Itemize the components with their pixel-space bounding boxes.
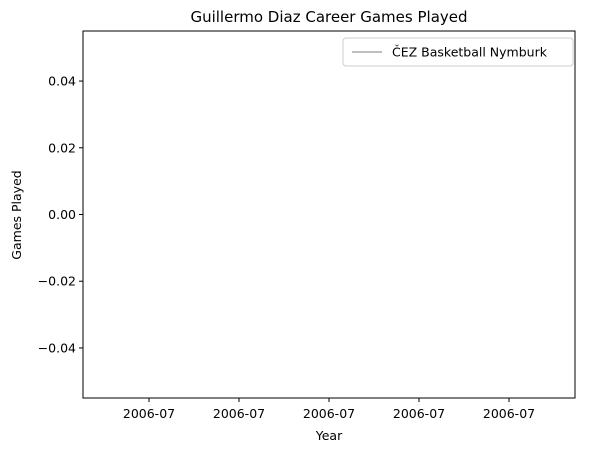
x-tick-label: 2006-07: [393, 406, 445, 421]
chart-title: Guillermo Diaz Career Games Played: [190, 8, 467, 26]
x-tick-label: 2006-07: [483, 406, 535, 421]
plot-area: [82, 30, 576, 399]
y-tick-label: 0.00: [48, 207, 76, 222]
x-axis-ticks: 2006-07 2006-07 2006-07 2006-07 2006-07: [123, 398, 535, 421]
legend-frame: [342, 37, 574, 67]
x-tick-label: 2006-07: [123, 406, 175, 421]
y-axis-ticks: 0.04 0.02 0.00 −0.02 −0.04: [38, 74, 83, 355]
y-tick-label: 0.04: [48, 74, 76, 89]
legend-label-cez-basketball-nymburk: ČEZ Basketball Nymburk: [392, 45, 548, 60]
x-tick-label: 2006-07: [213, 406, 265, 421]
x-axis-label: Year: [315, 428, 343, 443]
y-tick-label: −0.02: [38, 274, 76, 289]
x-tick-label: 2006-07: [303, 406, 355, 421]
y-tick-label: 0.02: [48, 140, 76, 155]
y-tick-label: −0.04: [38, 340, 76, 355]
legend: ČEZ Basketball Nymburk: [342, 37, 574, 67]
y-axis-label: Games Played: [9, 170, 24, 259]
